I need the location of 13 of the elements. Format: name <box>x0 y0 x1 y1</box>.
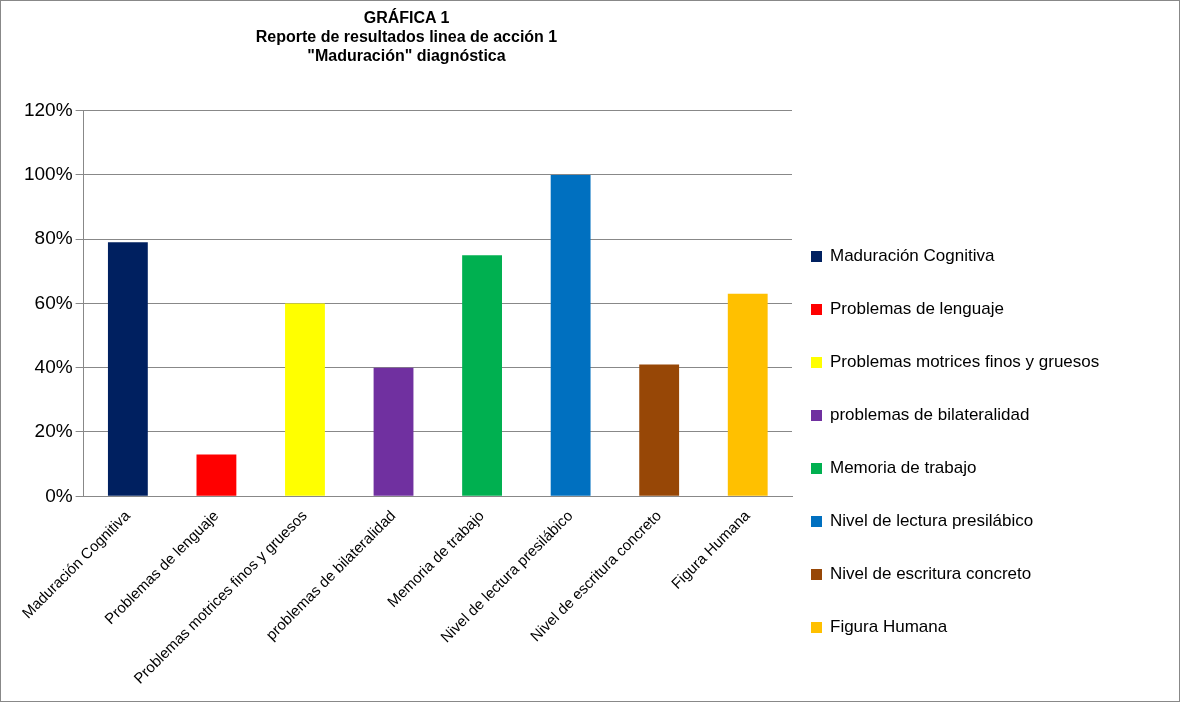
chart-title: GRÁFICA 1 Reporte de resultados linea de acción 1 "Maduración" diagnóstica <box>255 8 558 65</box>
y-tick-label: 120% <box>23 98 73 120</box>
y-tick-label: 40% <box>34 355 73 377</box>
y-tick-label: 60% <box>34 291 73 313</box>
legend-label: Problemas de lenguaje <box>830 299 1004 319</box>
legend-label: problemas de bilateralidad <box>830 405 1030 425</box>
legend-label: Problemas motrices finos y gruesos <box>830 352 1100 372</box>
legend-label: Maduración Cognitiva <box>830 246 995 266</box>
y-tick-label: 0% <box>45 484 73 506</box>
y-tick-label: 20% <box>34 420 73 442</box>
legend-label: Memoria de trabajo <box>830 458 977 478</box>
y-tick-label: 100% <box>23 163 73 185</box>
y-tick-label: 80% <box>34 227 73 249</box>
